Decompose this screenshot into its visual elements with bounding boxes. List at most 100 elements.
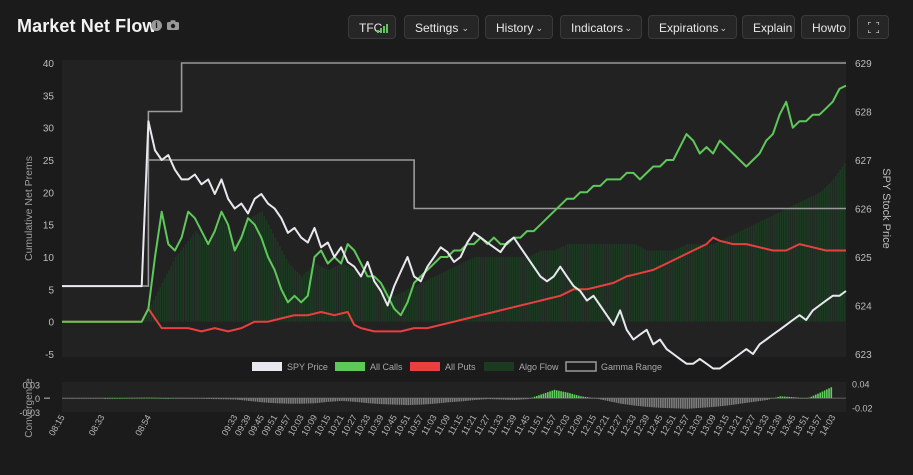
algo-flow-bar [715,242,717,322]
algo-flow-bar [363,274,365,322]
convergence-bar [739,398,742,404]
info-icon[interactable]: i [151,20,162,31]
algo-flow-bar [214,231,217,322]
convergence-bar [267,398,270,403]
algo-flow-bar [752,224,755,322]
algo-flow-bar [622,244,624,322]
y-right-tick-label: 629 [855,59,872,70]
convergence-bar [111,398,114,399]
algo-flow-bar [365,275,368,322]
algo-flow-bar [496,257,498,322]
algo-flow-bar [755,223,757,322]
algo-flow-bar [431,277,434,322]
algo-flow-bar [653,250,655,322]
algo-flow-bar [686,244,689,322]
history-button[interactable]: History ⌄ [485,15,553,39]
algo-flow-bar [467,260,469,322]
convergence-bar [704,398,706,408]
algo-flow-bar [261,211,263,322]
algo-flow-bar [695,244,698,322]
convergence-bar [562,391,565,399]
convergence-bar [741,398,744,404]
convergence-bar [427,398,430,405]
algo-flow-bar [518,257,520,322]
algo-flow-bar [657,250,660,322]
algo-flow-bar [735,233,737,322]
algo-flow-bar [491,257,494,322]
algo-flow-bar [281,250,283,322]
algo-flow-bar [529,255,531,322]
convergence-bar [274,398,277,404]
tfc-button[interactable]: TFC [348,15,396,39]
convergence-bar [354,398,356,402]
algo-flow-bar [197,233,199,322]
convergence-bar [167,398,170,399]
convergence-bar [236,398,239,400]
algo-flow-bar [580,244,582,322]
settings-button[interactable]: Settings ⌄ [404,15,479,39]
convergence-bar [321,398,323,403]
convergence-bar [770,398,773,399]
algo-flow-bar [679,247,682,322]
convergence-bar [730,398,733,405]
convergence-bar [717,398,720,407]
convergence-bar [157,397,160,399]
howto-button[interactable]: Howto [801,15,850,39]
convergence-bar [783,396,786,399]
algo-flow-bar [766,218,768,322]
algo-flow-bar [403,291,405,322]
convergence-bar [356,398,359,403]
camera-icon[interactable] [167,20,179,30]
convergence-bar [761,398,764,401]
algo-flow-bar [179,250,182,322]
convergence-bar [644,398,647,407]
convergence-bar [403,398,405,405]
algo-flow-bar [737,232,740,322]
settings-label: Settings [415,21,459,35]
algo-flow-bar [814,194,817,322]
convergence-bar [655,398,658,408]
fullscreen-button[interactable] [857,15,889,39]
convergence-bar [445,398,447,403]
algo-flow-bar [520,257,523,322]
convergence-bar [699,398,702,408]
algo-flow-bar [744,228,746,322]
convergence-bar [502,398,505,400]
algo-flow-bar [389,291,392,322]
algo-flow-bar [336,265,339,322]
algo-flow-bar [356,271,359,322]
algo-flow-bar [263,216,266,322]
algo-flow-bar [733,234,735,322]
convergence-bar [715,398,717,407]
legend-label: Algo Flow [519,362,559,372]
algo-flow-bar [451,267,454,322]
convergence-bar [573,394,576,399]
algo-flow-bar [438,274,441,322]
convergence-bar [409,398,412,405]
algo-flow-bar [414,286,416,322]
convergence-bar [801,398,804,399]
algo-flow-bar [248,218,250,322]
convergence-bar [555,390,558,399]
indicators-button[interactable]: Indicators ⌄ [560,15,642,39]
convergence-bar [150,397,153,399]
convergence-bar [496,398,498,400]
algo-flow-bar [168,269,170,322]
convergence-bar [208,398,210,399]
convergence-bar [724,398,726,406]
convergence-bar [542,393,545,399]
convergence-bar [314,398,317,404]
explain-button[interactable]: Explain [742,15,795,39]
algo-flow-bar [194,231,197,322]
expirations-button[interactable]: Expirations ⌄ [648,15,737,39]
convergence-bar [465,398,467,401]
convergence-tick-label: 0 [35,394,40,404]
algo-flow-bar [254,214,257,322]
algo-flow-bar [383,285,385,322]
algo-flow-bar [418,283,421,322]
convergence-bar [657,398,660,408]
convergence-bar [819,392,822,399]
algo-flow-bar [230,235,232,322]
algo-flow-bar [558,248,560,322]
